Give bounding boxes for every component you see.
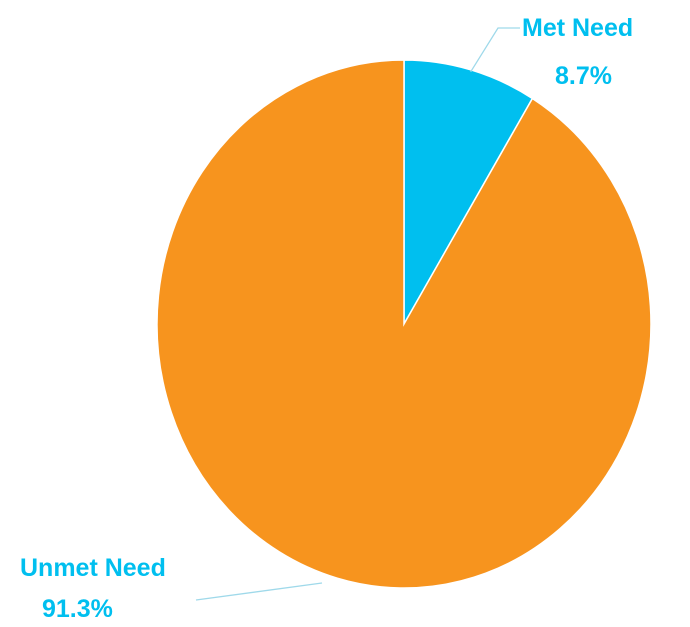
slice-value-met-need: 8.7%: [555, 62, 612, 90]
slice-label-met-need: Met Need: [522, 14, 633, 42]
pie-slices: [156, 59, 652, 589]
pie-slice-met-need: [403, 59, 534, 327]
pie-slice-unmet-need: [156, 59, 652, 589]
slice-label-unmet-need: Unmet Need: [20, 554, 166, 582]
leader-line-unmet-need: [195, 582, 323, 601]
slice-value-unmet-need: 91.3%: [42, 595, 113, 623]
pie-labels: Met Need 8.7% Unmet Need 91.3%: [20, 14, 633, 623]
leader-line-met-need: [470, 27, 520, 73]
